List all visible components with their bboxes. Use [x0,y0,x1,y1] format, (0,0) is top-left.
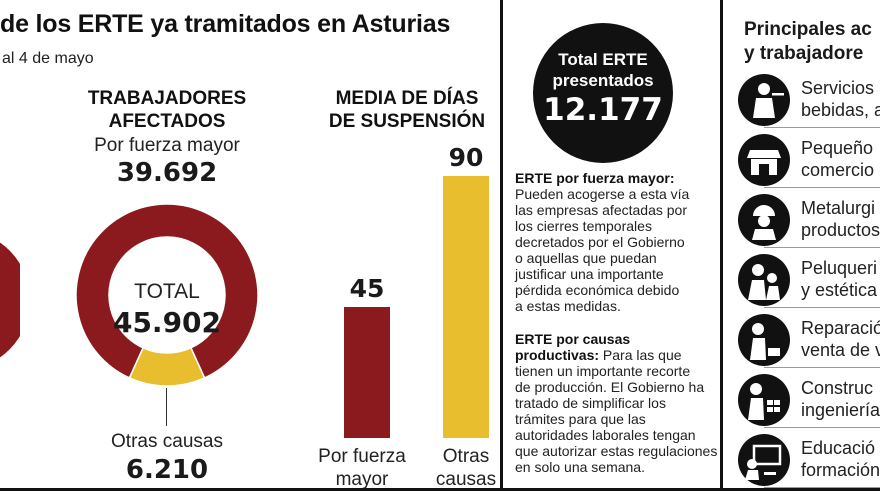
definition-line: a estas medidas. [515,298,621,314]
definition-fuerza-mayor: ERTE por fuerza mayor: Pueden acogerse a… [515,170,737,314]
activity-divider [764,247,880,248]
slice-value-otras: 6.210 [125,455,209,485]
activity-divider [764,127,880,128]
slice-value-fuerza: 39.692 [116,158,218,188]
definition-line: las empresas afectadas por [515,202,687,218]
definition-line: de producción. El Gobierno ha [515,379,705,395]
previous-panel-donut-edge [0,242,20,358]
divider-right [720,0,723,490]
definition-line: autoridades laborales tengan [515,427,696,443]
bar-chart: 45 90 [344,143,489,438]
activity-label: Metalurgi productos [801,198,880,240]
activity-divider [764,427,880,428]
activity-divider [764,307,880,308]
activity-item: Reparació venta de v [738,312,880,368]
definition-line: que autorizar estas regulaciones [515,443,718,459]
definition-line: o aquellas que puedan [515,250,657,266]
activity-label: Peluqueri y estética [801,258,878,300]
bar-chart-title: MEDIA DE DÍAS DE SUSPENSIÓN [328,88,486,132]
bar-value-label: 45 [350,274,385,303]
page-subtitle: al 4 de mayo [2,50,94,67]
slice-label-otras: Otras causas [111,431,223,452]
activity-divider [764,187,880,188]
donut-title: TRABAJADORES AFECTADOS [87,88,247,132]
bar-otras-causas [443,176,489,438]
activity-label: Pequeño comercio [801,138,875,180]
activity-item: Peluqueri y estética [738,252,880,308]
activity-label: Construc ingeniería [801,378,880,420]
definition-line: decretados por el Gobierno [515,234,685,250]
bar-value-label: 90 [449,143,484,172]
definition-line: tienen un importante recorte [515,363,691,379]
definition-line: en solo una semana. [515,459,645,475]
hairdresser-icon [738,254,790,306]
bottom-rule [0,488,880,491]
worker-helmet-icon [738,194,790,246]
definition-line: tratado de simplificar los [515,395,666,411]
donut-slice-otras-causas [128,346,206,387]
activity-item: Construc ingeniería [738,372,880,428]
teacher-icon [738,434,790,486]
page-title: de los ERTE ya tramitados en Asturias [0,10,451,38]
bar-fuerza-mayor [344,307,390,438]
activity-divider [764,487,880,488]
activity-item: Metalurgi productos [738,192,880,248]
builder-icon [738,374,790,426]
definition-line: pérdida económica debido [515,282,680,298]
shop-icon [738,134,790,186]
donut-center-label: TOTAL [134,280,200,303]
slice-leader-line [166,388,167,426]
activity-item: Educació formación [738,432,880,488]
donut-center-value: 45.902 [112,306,222,339]
total-erte-badge: Total ERTE presentados 12.177 [533,23,673,163]
activity-label: Educació formación [801,438,880,480]
activity-label: Reparació venta de v [801,318,880,360]
donut-chart [75,203,259,387]
activity-item: Pequeño comercio [738,132,880,188]
activity-item: Servicios bebidas, a [738,72,880,128]
activity-label: Servicios bebidas, a [801,78,880,120]
activity-divider [764,367,880,368]
slice-label-fuerza: Por fuerza mayor [94,135,240,156]
divider-left [500,0,503,490]
definition-line: los cierres temporales [515,218,652,234]
definition-causas-productivas: ERTE por causas productivas: Para las qu… [515,331,737,475]
definition-line: Pueden acogerse a esta vía [515,186,690,202]
activities-title: Principales ac y trabajadore [744,19,872,64]
bar-category-otras: Otras causas [435,446,497,490]
waiter-icon [738,74,790,126]
donut-slice-fuerza-mayor [75,203,259,379]
definition-line: justificar una importante [515,266,664,282]
definition-line: trámites para que las [515,411,646,427]
bar-category-fuerza: Por fuerza mayor [318,446,406,490]
mechanic-icon [738,314,790,366]
